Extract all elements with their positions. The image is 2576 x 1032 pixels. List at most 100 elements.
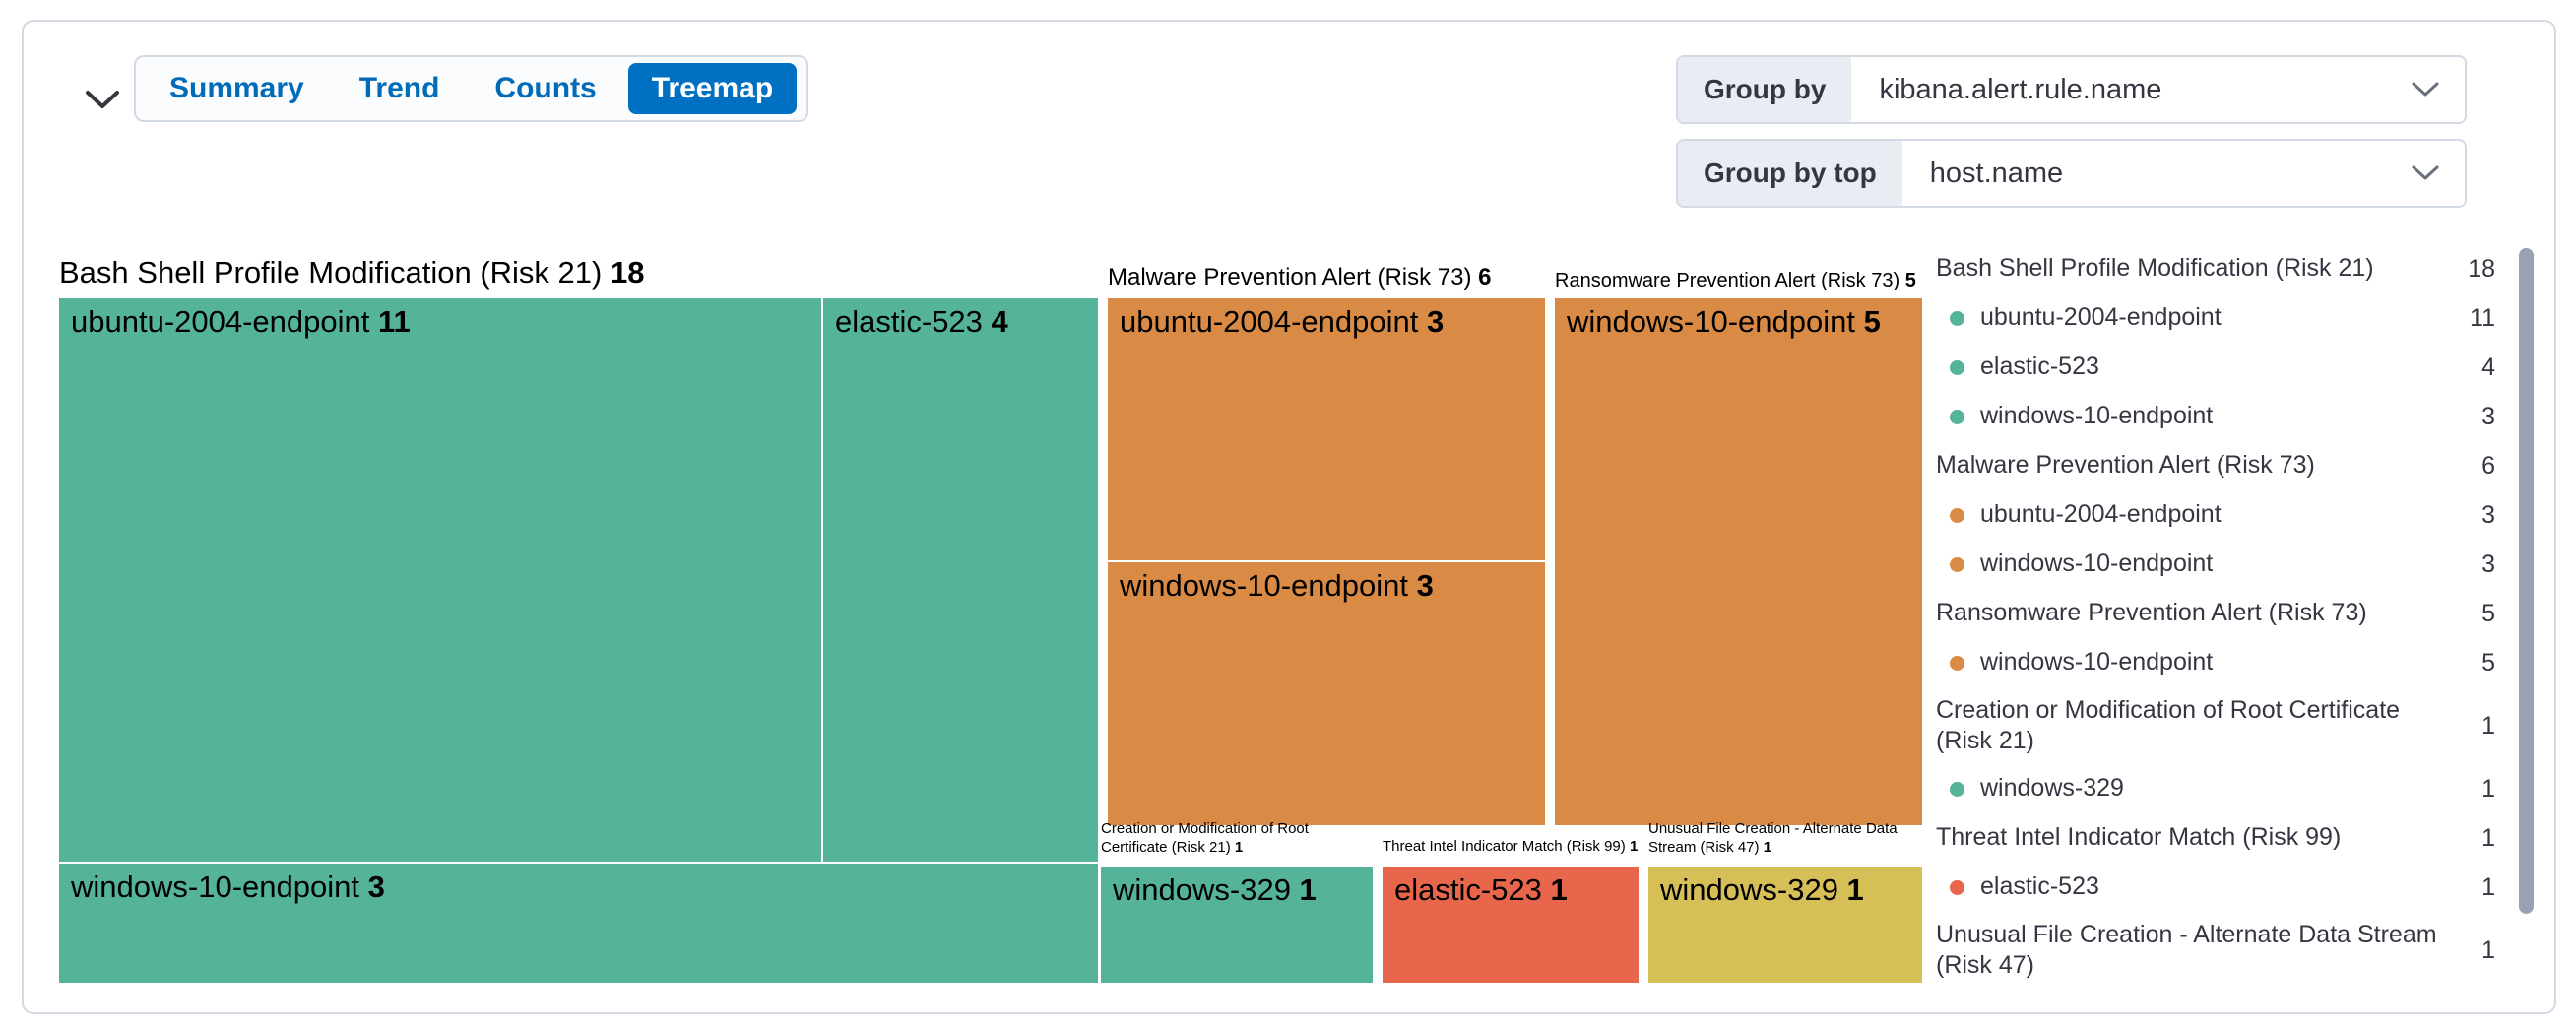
legend-label: Threat Intel Indicator Match (Risk 99): [1936, 823, 2342, 852]
treemap-group-header: Threat Intel Indicator Match (Risk 99) 1: [1383, 838, 1698, 855]
treemap-tile-label: elastic-523 4: [823, 298, 1098, 340]
legend-host-row[interactable]: windows-10-endpoint 3: [1934, 392, 2505, 441]
treemap-group-header-label: Unusual File Creation - Alternate Data S…: [1648, 820, 1898, 857]
treemap-tile[interactable]: windows-10-endpoint 5: [1555, 298, 1922, 825]
treemap-tile-host: windows-10-endpoint: [1567, 304, 1864, 339]
treemap-tile-label: windows-10-endpoint 5: [1555, 298, 1922, 340]
legend-label: ubuntu-2004-endpoint: [1980, 303, 2222, 332]
treemap-tile-label: windows-10-endpoint 3: [59, 864, 1098, 905]
treemap-tile-label: elastic-523 1: [1383, 867, 1639, 908]
treemap-group-header-count: 1: [1629, 838, 1639, 855]
treemap-group-header: Unusual File Creation - Alternate Data S…: [1648, 819, 1924, 857]
legend-rule-row[interactable]: Threat Intel Indicator Match (Risk 99) 1: [1934, 813, 2505, 863]
legend-host-row[interactable]: windows-10-endpoint 3: [1934, 540, 2505, 589]
treemap-tile[interactable]: elastic-523 1: [1383, 867, 1639, 983]
chevron-down-icon: [85, 89, 120, 113]
tab-counts[interactable]: Counts: [471, 63, 619, 114]
legend-label: elastic-523: [1980, 872, 2099, 901]
treemap-group-header: Bash Shell Profile Modification (Risk 21…: [59, 255, 1044, 290]
legend-rule-row[interactable]: Creation or Modification of Root Certifi…: [1934, 687, 2505, 764]
group-by-select[interactable]: Group by kibana.alert.rule.name: [1676, 55, 2467, 124]
treemap-canvas: Bash Shell Profile Modification (Risk 21…: [59, 253, 1922, 983]
treemap-tile-host: windows-10-endpoint: [1120, 568, 1417, 603]
tab-summary[interactable]: Summary: [146, 63, 328, 114]
legend-color-dot: [1950, 507, 1964, 523]
treemap-tile-label: ubuntu-2004-endpoint 3: [1108, 298, 1545, 340]
legend-host-row[interactable]: elastic-523 1: [1934, 863, 2505, 912]
legend-scrollbar[interactable]: [2519, 248, 2534, 914]
treemap-tile-host: elastic-523: [835, 304, 992, 339]
group-by-top-value: host.name: [1929, 157, 2064, 189]
treemap-tile[interactable]: ubuntu-2004-endpoint 3: [1108, 298, 1545, 560]
legend-host-row[interactable]: ubuntu-2004-endpoint 3: [1934, 490, 2505, 540]
legend-count: 3: [2481, 500, 2495, 529]
legend-label: windows-329: [1980, 774, 2124, 803]
legend-label: Bash Shell Profile Modification (Risk 21…: [1936, 254, 2374, 283]
legend-host-row[interactable]: windows-10-endpoint 5: [1934, 638, 2505, 687]
legend-color-dot: [1950, 556, 1964, 572]
view-tabs: Summary Trend Counts Treemap: [134, 55, 809, 122]
legend-rule-row[interactable]: Ransomware Prevention Alert (Risk 73) 5: [1934, 589, 2505, 638]
treemap-group-header-count: 18: [610, 255, 645, 290]
treemap-legend: Bash Shell Profile Modification (Risk 21…: [1934, 244, 2505, 989]
treemap-tile-count: 1: [1550, 872, 1568, 907]
treemap-tile-count: 11: [377, 304, 411, 339]
group-by-top-select[interactable]: Group by top host.name: [1676, 139, 2467, 208]
treemap-tile-host: elastic-523: [1394, 872, 1551, 907]
treemap-tile-count: 4: [991, 304, 1008, 339]
legend-count: 1: [2481, 872, 2495, 901]
legend-label: Ransomware Prevention Alert (Risk 73): [1936, 599, 2367, 627]
legend-host-row[interactable]: elastic-523 4: [1934, 343, 2505, 392]
treemap-tile-label: windows-10-endpoint 3: [1108, 562, 1545, 604]
treemap-tile-count: 3: [1426, 304, 1445, 339]
legend-color-dot: [1950, 879, 1964, 895]
collapse-chevron-button[interactable]: [75, 73, 130, 128]
group-by-value: kibana.alert.rule.name: [1879, 73, 2162, 105]
legend-count: 1: [2481, 935, 2495, 964]
legend-host-row[interactable]: ubuntu-2004-endpoint 11: [1934, 293, 2505, 343]
legend-label: windows-10-endpoint: [1980, 549, 2214, 578]
legend-color-dot: [1950, 781, 1964, 797]
treemap-tile[interactable]: windows-329 1: [1648, 867, 1922, 983]
legend-color-dot: [1950, 409, 1964, 424]
treemap-group-header-label: Malware Prevention Alert (Risk 73): [1108, 264, 1479, 290]
treemap-group-header-count: 5: [1904, 270, 1916, 291]
treemap-group-header-count: 6: [1478, 264, 1492, 290]
legend-count: 6: [2481, 451, 2495, 480]
tab-treemap[interactable]: Treemap: [627, 63, 798, 114]
legend-count: 4: [2481, 353, 2495, 381]
treemap-tile-count: 3: [1416, 568, 1434, 603]
treemap-group-header-label: Ransomware Prevention Alert (Risk 73): [1555, 270, 1905, 291]
treemap-group-header-count: 1: [1234, 839, 1244, 857]
legend-label: windows-10-endpoint: [1980, 648, 2214, 677]
tab-trend[interactable]: Trend: [336, 63, 464, 114]
legend-count: 11: [2470, 303, 2495, 332]
legend-count: 1: [2481, 774, 2495, 803]
legend-count: 5: [2481, 648, 2495, 677]
treemap-tile-count: 1: [1299, 872, 1317, 907]
legend-host-row[interactable]: windows-329 1: [1934, 764, 2505, 813]
treemap-tile-count: 5: [1863, 304, 1881, 339]
treemap-group-header-label: Threat Intel Indicator Match (Risk 99): [1383, 838, 1630, 855]
legend-rule-row[interactable]: Unusual File Creation - Alternate Data S…: [1934, 912, 2505, 989]
legend-rule-row[interactable]: Malware Prevention Alert (Risk 73) 6: [1934, 441, 2505, 490]
treemap-tile[interactable]: windows-329 1: [1101, 867, 1373, 983]
treemap-group-header: Creation or Modification of Root Certifi…: [1101, 819, 1377, 857]
treemap-group-header: Malware Prevention Alert (Risk 73) 6: [1108, 264, 1545, 291]
treemap-tile[interactable]: elastic-523 4: [823, 298, 1098, 862]
treemap-tile[interactable]: ubuntu-2004-endpoint 11: [59, 298, 821, 862]
treemap-tile[interactable]: windows-10-endpoint 3: [59, 864, 1098, 983]
treemap-tile-host: windows-329: [1113, 872, 1300, 907]
legend-count: 1: [2481, 823, 2495, 852]
legend-color-dot: [1950, 310, 1964, 326]
treemap-tile-count: 3: [367, 870, 385, 904]
treemap-group-header-count: 1: [1763, 839, 1772, 857]
treemap-tile-label: ubuntu-2004-endpoint 11: [59, 298, 821, 340]
treemap-group-header-label: Creation or Modification of Root Certifi…: [1101, 820, 1309, 857]
group-by-top-label: Group by top: [1678, 141, 1902, 206]
legend-label: Malware Prevention Alert (Risk 73): [1936, 451, 2315, 480]
legend-label: Unusual File Creation - Alternate Data S…: [1936, 920, 2437, 979]
treemap-tile[interactable]: windows-10-endpoint 3: [1108, 562, 1545, 825]
treemap-tile-label: windows-329 1: [1101, 867, 1373, 908]
legend-rule-row[interactable]: Bash Shell Profile Modification (Risk 21…: [1934, 244, 2505, 293]
